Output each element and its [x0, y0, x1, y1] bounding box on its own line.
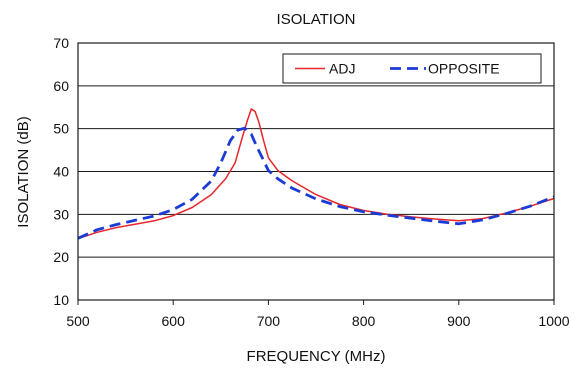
- y-tick-label-40: 40: [53, 164, 69, 180]
- chart-title: ISOLATION: [277, 11, 356, 28]
- x-axis-title: FREQUENCY (MHz): [247, 348, 386, 365]
- y-tick-label-20: 20: [53, 249, 69, 265]
- x-tick-label-900: 900: [447, 313, 471, 329]
- y-tick-label-50: 50: [53, 121, 69, 137]
- legend-label-adj: ADJ: [329, 61, 355, 77]
- x-tick-label-800: 800: [352, 313, 376, 329]
- series-layer: [77, 108, 555, 240]
- x-tick-label-700: 700: [257, 313, 281, 329]
- series-line-adj: [77, 108, 555, 240]
- y-tick-label-70: 70: [53, 35, 69, 51]
- legend: ADJ OPPOSITE: [282, 53, 542, 84]
- series-line-opposite: [77, 126, 555, 240]
- x-tick-label-1000: 1000: [538, 313, 569, 329]
- x-tick-label-500: 500: [66, 313, 90, 329]
- y-tick-label-30: 30: [53, 206, 69, 222]
- y-tick-label-60: 60: [53, 78, 69, 94]
- plot-area-border: [77, 42, 555, 301]
- axis-layer: 10 20 30 40 50 60 70 500 600 700 800 900 1000: [53, 35, 569, 329]
- x-tick-label-600: 600: [162, 313, 186, 329]
- y-tick-label-10: 10: [53, 292, 69, 308]
- y-axis-title: ISOLATION (dB): [15, 116, 32, 227]
- legend-label-opposite: OPPOSITE: [428, 61, 500, 77]
